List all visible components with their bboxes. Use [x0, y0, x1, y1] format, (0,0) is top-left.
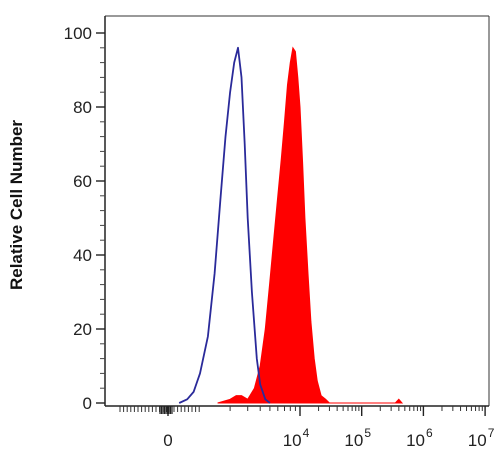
- series-0-filled-histogram: [217, 46, 404, 404]
- y-tick-label: 60: [73, 172, 92, 191]
- y-axis-label: Relative Cell Number: [7, 120, 26, 290]
- y-tick-label: 80: [73, 98, 92, 117]
- series-1-outline-histogram: [178, 46, 271, 404]
- y-tick-label: 100: [64, 24, 92, 43]
- x-tick-label: 107: [468, 426, 495, 450]
- y-tick-label: 40: [73, 246, 92, 265]
- y-tick-label: 20: [73, 320, 92, 339]
- x-tick-label: 106: [406, 426, 433, 450]
- x-tick-label: 0: [163, 431, 172, 450]
- x-tick-label: 104: [283, 426, 310, 450]
- x-tick-label: 105: [344, 426, 371, 450]
- y-tick-label: 0: [83, 394, 92, 413]
